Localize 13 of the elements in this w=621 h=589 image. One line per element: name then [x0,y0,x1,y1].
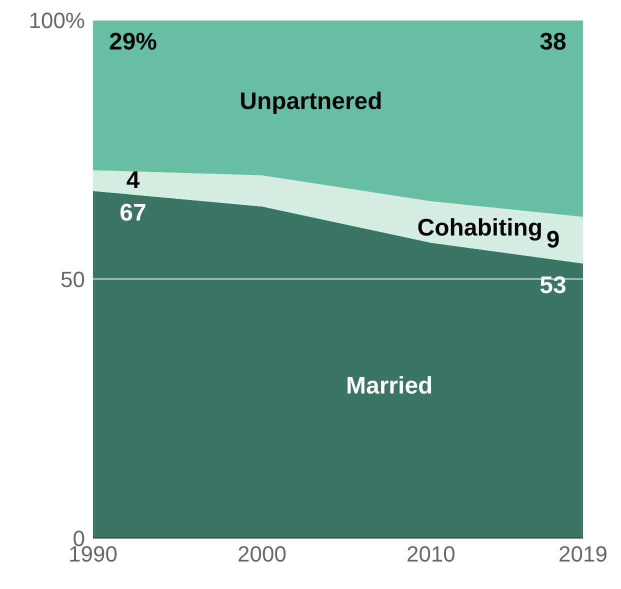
data-label: 4 [126,167,140,194]
data-label: 67 [120,199,146,226]
y-tick-label: 50 [60,266,85,292]
data-label: 29% [108,28,158,56]
x-tick-label: 2000 [237,542,286,567]
data-label: 9 [546,226,560,254]
y-tick-label: 100% [28,8,85,33]
x-tick-label: 2010 [406,542,456,567]
series-label: Unpartnered [240,88,382,115]
series-label: Cohabiting [417,214,543,242]
data-label: 38 [540,28,566,56]
x-tick-label: 2019 [558,542,608,567]
series-label: Married [346,372,433,400]
